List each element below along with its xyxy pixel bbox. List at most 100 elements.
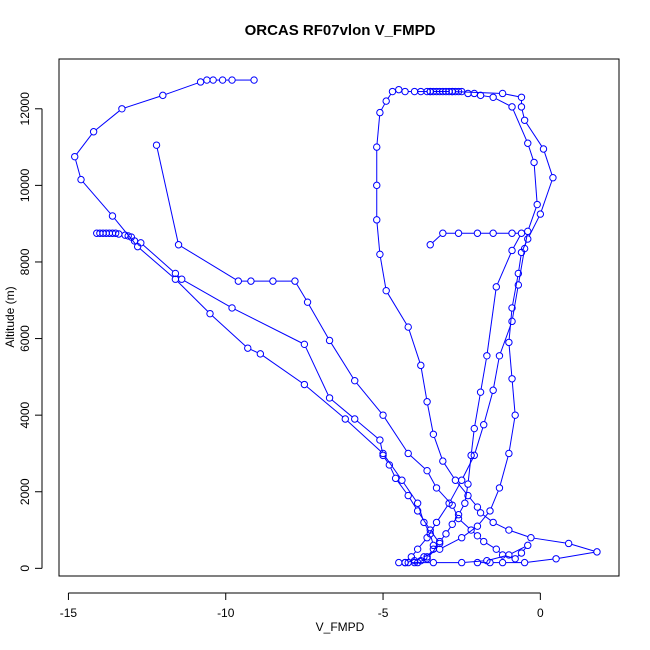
series-6-segment bbox=[413, 551, 417, 555]
series-4-point bbox=[388, 87, 397, 96]
series-6-point bbox=[480, 421, 488, 429]
series-2-point bbox=[111, 229, 120, 237]
series-3-segment bbox=[460, 520, 470, 529]
series-2-point bbox=[171, 269, 180, 278]
series-7-point bbox=[435, 537, 444, 546]
series-5-segment bbox=[518, 255, 522, 271]
series-5-point bbox=[508, 304, 516, 312]
x-tick-label: -5 bbox=[378, 606, 389, 620]
series-3-segment bbox=[410, 455, 426, 469]
series-4-segment bbox=[571, 543, 595, 552]
series-7-point bbox=[483, 352, 491, 360]
series-3-point bbox=[458, 558, 466, 567]
series-5-point bbox=[401, 87, 409, 96]
series-7-point bbox=[439, 229, 447, 237]
series-5-point bbox=[473, 522, 482, 530]
series-3-point bbox=[492, 545, 500, 553]
y-tick: 12000 bbox=[18, 92, 42, 125]
series-6-point bbox=[470, 89, 478, 98]
series-3-point bbox=[247, 277, 255, 285]
series-2-point bbox=[178, 275, 186, 283]
series-points bbox=[71, 76, 601, 567]
series-2-point bbox=[385, 461, 394, 469]
series-7-point bbox=[473, 229, 482, 237]
series-1-segment bbox=[75, 159, 81, 177]
series-4-point bbox=[552, 555, 560, 563]
series-5-segment bbox=[544, 151, 553, 175]
series-3-point bbox=[325, 336, 334, 345]
series-1-segment bbox=[82, 181, 111, 214]
series-1-point bbox=[118, 105, 126, 113]
series-3-segment bbox=[489, 555, 506, 561]
x-tick: 0 bbox=[537, 593, 544, 620]
y-tick-label: 10000 bbox=[18, 168, 32, 202]
series-3-point bbox=[174, 241, 183, 249]
series-2-segment bbox=[331, 399, 353, 418]
plot-frame bbox=[58, 58, 620, 577]
y-axis-label: Altitude (m) bbox=[3, 286, 17, 347]
series-6-segment bbox=[493, 358, 500, 388]
series-4-point bbox=[489, 518, 497, 527]
series-3-point bbox=[379, 411, 387, 419]
series-6-point bbox=[458, 476, 466, 484]
series-7-point bbox=[464, 480, 472, 488]
series-5-point bbox=[458, 534, 466, 542]
series-7-point bbox=[492, 283, 500, 291]
series-2-point bbox=[228, 304, 236, 312]
series-2-point bbox=[137, 239, 145, 247]
series-4-segment bbox=[511, 530, 529, 538]
series-4-point bbox=[373, 181, 381, 190]
series-1-segment bbox=[430, 536, 434, 543]
series-4-point bbox=[520, 558, 529, 567]
series-6-point bbox=[454, 87, 463, 96]
series-7-point bbox=[423, 553, 431, 561]
series-6-point bbox=[470, 451, 478, 460]
series-4-point bbox=[376, 250, 384, 259]
series-7-segment bbox=[428, 551, 432, 555]
series-5-segment bbox=[511, 381, 516, 413]
series-5-point bbox=[508, 375, 516, 383]
series-1-point bbox=[413, 499, 422, 507]
series-5-segment bbox=[463, 527, 476, 537]
series-7-segment bbox=[447, 526, 451, 532]
series-4-point bbox=[404, 323, 412, 331]
series-6-point bbox=[423, 534, 431, 542]
series-1-point bbox=[300, 380, 309, 389]
series-5-segment bbox=[540, 180, 553, 212]
series-6-point bbox=[464, 89, 472, 98]
series-4-point bbox=[376, 108, 384, 117]
series-6-point bbox=[514, 281, 523, 289]
x-tick-label: -10 bbox=[217, 606, 235, 620]
series-1-point bbox=[244, 344, 252, 352]
series-6-point bbox=[524, 139, 532, 147]
series-1-point bbox=[256, 350, 265, 358]
series-4-point bbox=[417, 361, 425, 370]
series-3-point bbox=[480, 537, 488, 546]
series-6-segment bbox=[528, 146, 534, 160]
series-4-segment bbox=[433, 437, 443, 459]
series-5-point bbox=[536, 210, 545, 218]
series-1-segment bbox=[76, 134, 93, 155]
series-7-point bbox=[467, 451, 475, 460]
series-4-segment bbox=[527, 558, 553, 563]
series-4-point bbox=[451, 476, 460, 484]
series-5-segment bbox=[479, 513, 489, 525]
series-5-segment bbox=[490, 490, 499, 509]
series-4-segment bbox=[376, 222, 381, 252]
series-6-point bbox=[476, 91, 485, 100]
series-5-point bbox=[505, 338, 513, 347]
series-4-point bbox=[486, 558, 494, 567]
series-6-point bbox=[495, 352, 504, 360]
series-3-point bbox=[467, 526, 475, 534]
series-1-point bbox=[228, 76, 236, 84]
series-4-point bbox=[382, 97, 390, 105]
series-3-segment bbox=[523, 547, 527, 551]
series-7-segment bbox=[474, 395, 481, 426]
x-tick-label: 0 bbox=[537, 606, 544, 620]
y-tick: 0 bbox=[18, 565, 42, 572]
series-3-segment bbox=[156, 148, 179, 242]
series-1-segment bbox=[347, 420, 382, 452]
series-5-segment bbox=[442, 538, 460, 549]
series-3-segment bbox=[181, 245, 236, 280]
series-6-point bbox=[407, 553, 416, 561]
